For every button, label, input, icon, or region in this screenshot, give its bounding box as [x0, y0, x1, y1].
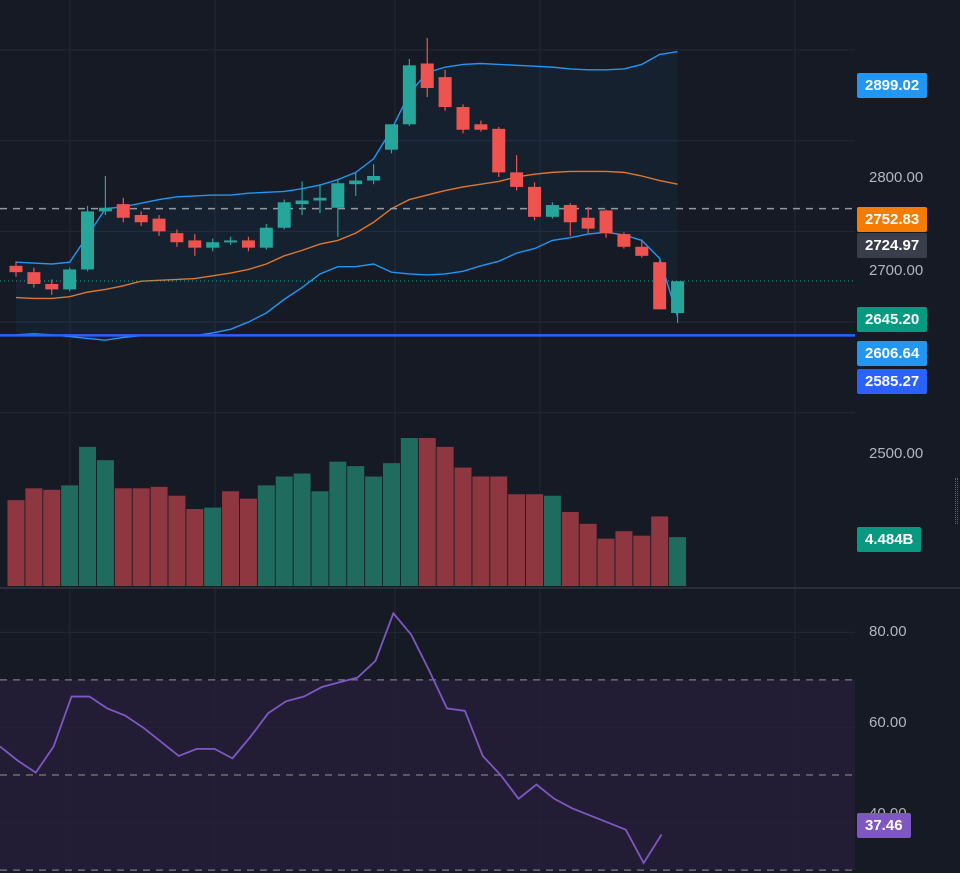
- volume-bar[interactable]: [257, 485, 275, 586]
- volume-bar[interactable]: [490, 476, 508, 586]
- volume-value-label: 4.484B: [857, 527, 922, 552]
- volume-bar[interactable]: [222, 491, 240, 586]
- volume-bar[interactable]: [382, 463, 400, 586]
- candle-body[interactable]: [653, 262, 667, 310]
- bollinger-lower-line: [15, 231, 679, 341]
- candle-body[interactable]: [563, 205, 577, 223]
- volume-bar[interactable]: [186, 509, 204, 586]
- volume-bar[interactable]: [114, 488, 132, 586]
- candle-body[interactable]: [671, 281, 685, 313]
- volume-bar[interactable]: [561, 512, 579, 586]
- volume-bar[interactable]: [418, 438, 436, 586]
- price-tick-label: 2700.00: [869, 262, 923, 279]
- candle-body[interactable]: [188, 240, 202, 248]
- price-tick-label: 2500.00: [869, 445, 923, 462]
- volume-bar[interactable]: [168, 495, 186, 586]
- candle-body[interactable]: [331, 183, 345, 208]
- candle-body[interactable]: [510, 172, 524, 187]
- candle-body[interactable]: [402, 65, 416, 125]
- volume-bar[interactable]: [239, 498, 257, 586]
- price-line-label[interactable]: 2585.27: [857, 369, 928, 394]
- bollinger-mid-line: [15, 170, 678, 300]
- candle-body[interactable]: [492, 128, 506, 173]
- pane-resize-handle[interactable]: [955, 478, 958, 524]
- dashed-level-price-label: 2724.97: [857, 233, 928, 258]
- volume-bar[interactable]: [543, 495, 561, 586]
- candle-body[interactable]: [63, 269, 77, 290]
- price-pane[interactable]: [0, 38, 855, 341]
- volume-bar[interactable]: [43, 489, 61, 586]
- volume-bar[interactable]: [633, 535, 651, 586]
- rsi-value-label: 37.46: [857, 813, 911, 838]
- candle-body[interactable]: [277, 202, 291, 228]
- candle-body[interactable]: [420, 63, 434, 88]
- volume-bar[interactable]: [96, 460, 114, 586]
- volume-pane[interactable]: [7, 438, 687, 586]
- volume-bar[interactable]: [454, 467, 472, 586]
- volume-bar[interactable]: [7, 500, 25, 586]
- candle-body[interactable]: [599, 210, 613, 234]
- bollinger-band-fill: [16, 51, 678, 341]
- rsi-tick-label: 80.00: [869, 623, 907, 640]
- candle-body[interactable]: [206, 242, 220, 248]
- rsi-line[interactable]: [0, 611, 663, 865]
- mid-band-price-label: 2752.83: [857, 207, 928, 232]
- volume-bar[interactable]: [651, 516, 669, 586]
- candle-body[interactable]: [27, 272, 41, 284]
- volume-bar[interactable]: [61, 485, 79, 586]
- candle-body[interactable]: [545, 205, 559, 217]
- volume-bar[interactable]: [508, 494, 526, 586]
- candle-body[interactable]: [528, 186, 542, 217]
- candle-body[interactable]: [9, 265, 23, 273]
- candle-body[interactable]: [134, 215, 148, 223]
- upper-band-price-label: 2899.02: [857, 73, 928, 98]
- price-tick-label: 2800.00: [869, 169, 923, 186]
- rsi-pane[interactable]: [0, 611, 855, 871]
- volume-bar[interactable]: [204, 507, 222, 586]
- volume-bar[interactable]: [526, 494, 544, 586]
- candle-body[interactable]: [313, 197, 327, 201]
- volume-bar[interactable]: [275, 476, 293, 586]
- candle-body[interactable]: [635, 246, 649, 256]
- candle-body[interactable]: [438, 77, 452, 108]
- candle-body[interactable]: [617, 234, 631, 247]
- candle-body[interactable]: [98, 207, 112, 212]
- candle-body[interactable]: [81, 211, 95, 270]
- volume-bar[interactable]: [150, 486, 168, 586]
- rsi-tick-label: 60.00: [869, 714, 907, 731]
- candle-body[interactable]: [581, 217, 595, 229]
- volume-bar[interactable]: [579, 523, 597, 586]
- volume-bar[interactable]: [669, 537, 687, 586]
- candle-body[interactable]: [45, 283, 59, 290]
- candle-body[interactable]: [384, 124, 398, 150]
- volume-bar[interactable]: [329, 461, 347, 586]
- candle-body[interactable]: [116, 204, 130, 218]
- volume-bar[interactable]: [347, 466, 365, 586]
- volume-bar[interactable]: [132, 488, 150, 586]
- candle-body[interactable]: [224, 240, 238, 243]
- volume-bar[interactable]: [615, 531, 633, 586]
- candle-body[interactable]: [456, 107, 470, 130]
- rsi-band-fill: [0, 679, 855, 871]
- volume-bar[interactable]: [311, 491, 329, 586]
- volume-bar[interactable]: [25, 488, 43, 586]
- volume-bar[interactable]: [472, 476, 490, 586]
- candle-body[interactable]: [152, 218, 166, 232]
- volume-bar[interactable]: [365, 476, 383, 586]
- volume-bar[interactable]: [597, 538, 615, 586]
- volume-bar[interactable]: [400, 438, 418, 586]
- candle-body[interactable]: [241, 240, 255, 248]
- volume-bar[interactable]: [293, 473, 311, 586]
- candle-body[interactable]: [474, 124, 488, 130]
- candle-body[interactable]: [170, 233, 184, 243]
- last-price-label: 2645.20: [857, 307, 928, 332]
- candle-body[interactable]: [295, 200, 309, 205]
- volume-bar[interactable]: [436, 446, 454, 586]
- lower-band-price-label: 2606.64: [857, 341, 928, 366]
- candle-body[interactable]: [259, 227, 273, 248]
- volume-bar[interactable]: [79, 446, 97, 586]
- candle-body[interactable]: [367, 176, 381, 181]
- candle-body[interactable]: [349, 180, 363, 185]
